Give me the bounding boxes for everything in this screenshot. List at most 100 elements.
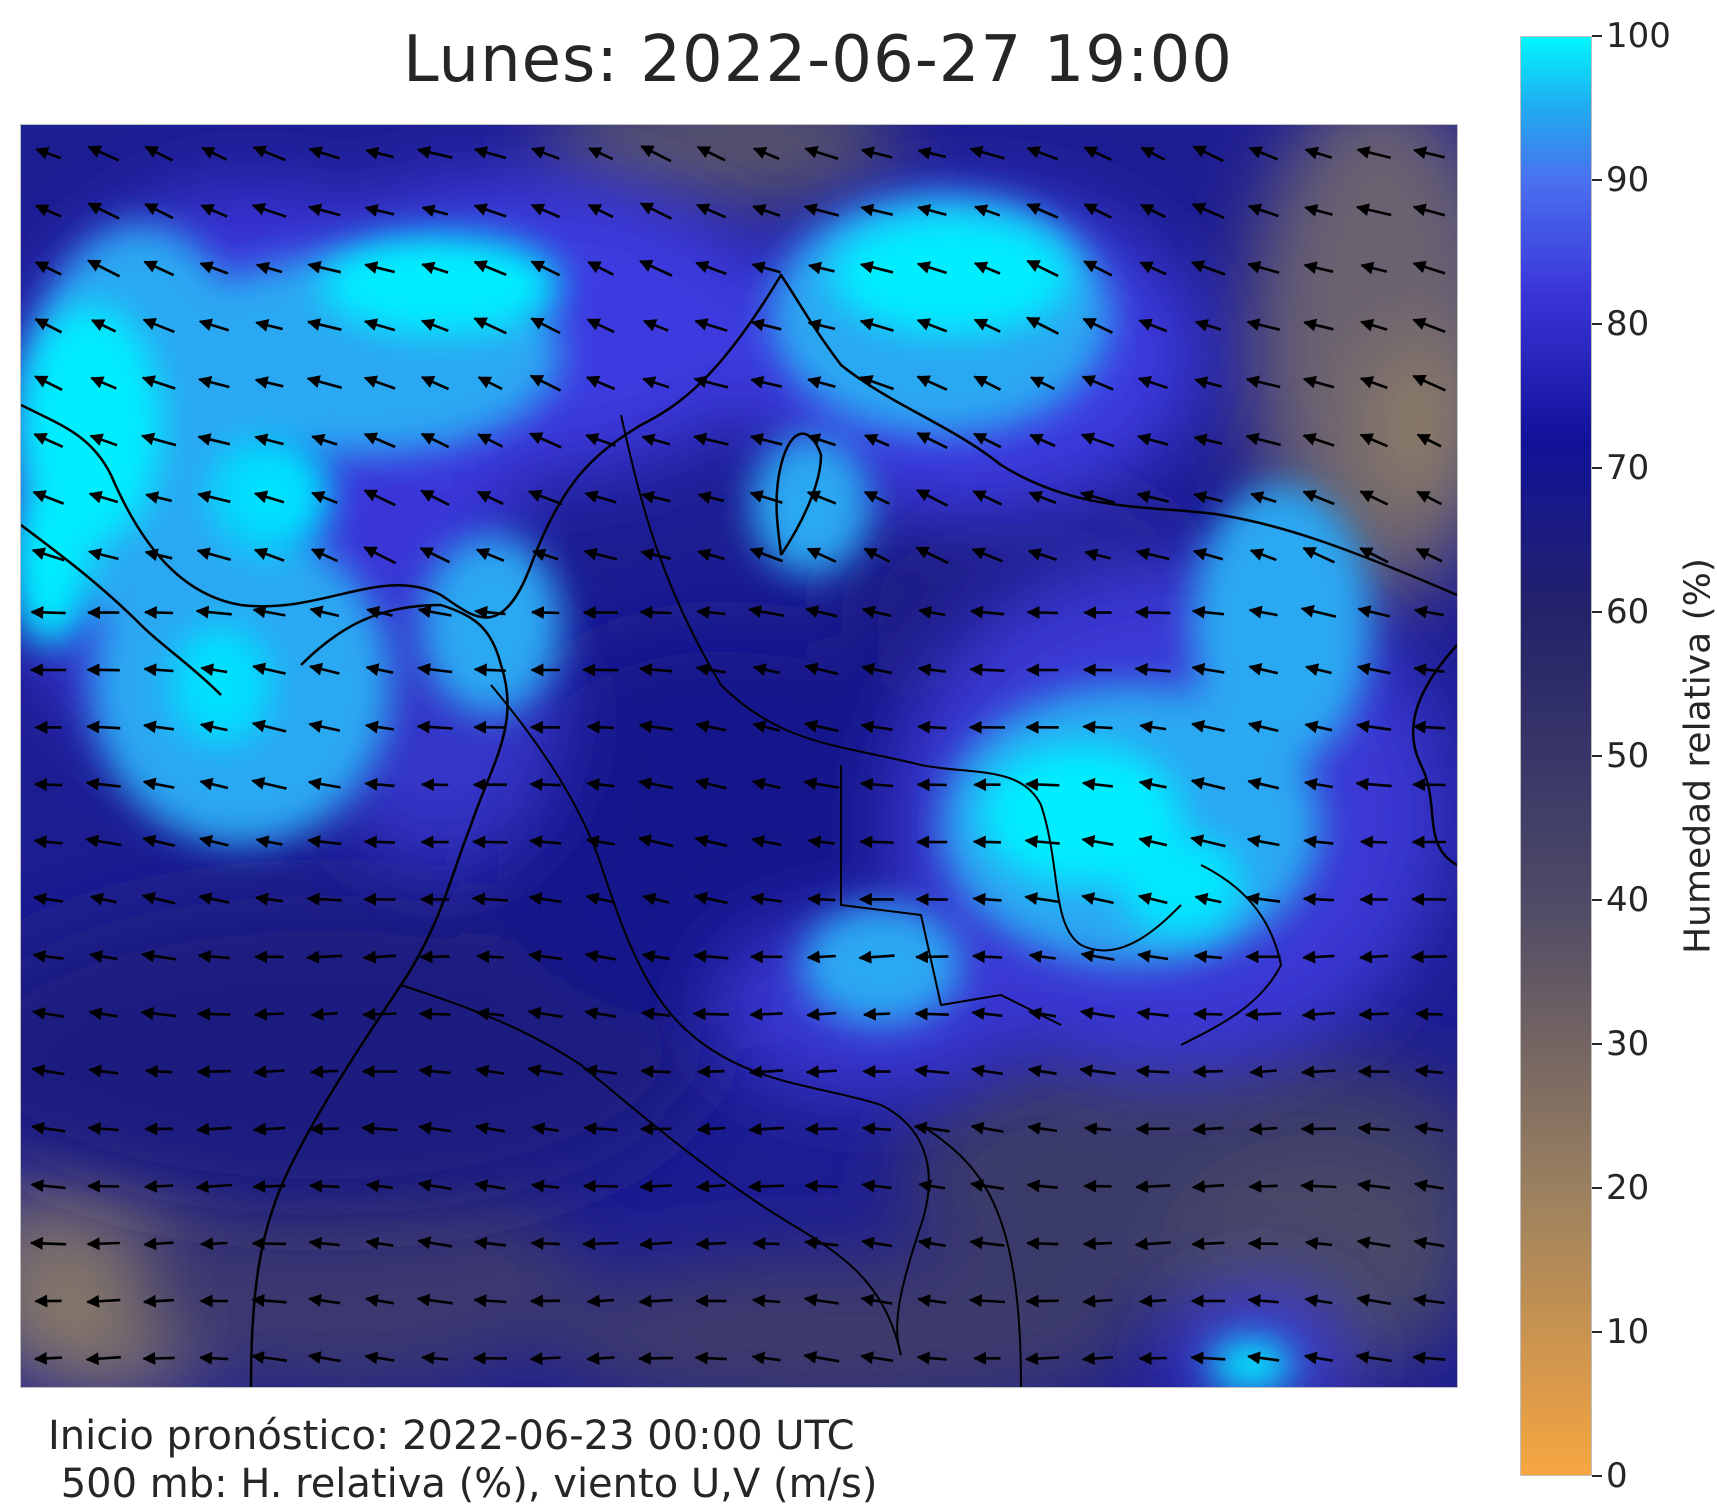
colorbar-tick xyxy=(1592,755,1602,757)
wind-arrow xyxy=(1360,1014,1389,1015)
colorbar-tick-label: 60 xyxy=(1606,595,1649,629)
wind-arrow xyxy=(861,842,894,843)
wind-arrow xyxy=(1193,1243,1225,1245)
wind-arrow xyxy=(1246,1013,1281,1015)
wind-arrow xyxy=(145,1186,173,1187)
wind-arrow xyxy=(420,1014,450,1015)
wind-arrow xyxy=(588,1300,614,1302)
wind-arrow xyxy=(365,842,395,843)
wind-arrow xyxy=(144,1300,174,1302)
wind-arrow xyxy=(974,842,1001,843)
wind-arrow xyxy=(1413,784,1445,785)
footer-caption: Inicio pronóstico: 2022-06-23 00:00 UTC … xyxy=(48,1412,877,1508)
wind-arrow xyxy=(1251,1071,1277,1073)
wind-arrow xyxy=(146,1071,172,1072)
map-title: Lunes: 2022-06-27 19:00 xyxy=(0,28,1636,92)
colorbar xyxy=(1520,36,1592,1476)
wind-arrow xyxy=(255,1014,284,1015)
colorbar-tick-label: 70 xyxy=(1606,451,1649,485)
colorbar-tick xyxy=(1592,899,1602,901)
wind-arrow xyxy=(145,612,173,613)
wind-arrow xyxy=(1250,1128,1277,1130)
wind-arrow xyxy=(531,784,561,785)
map-panel[interactable] xyxy=(20,124,1458,1388)
wind-arrow xyxy=(916,956,948,957)
colorbar-tick xyxy=(1592,323,1602,325)
colorbar-tick xyxy=(1592,35,1602,37)
wind-arrow xyxy=(807,1071,837,1073)
wind-arrow xyxy=(751,1013,783,1014)
wind-arrow xyxy=(583,670,618,671)
wind-arrow xyxy=(144,1358,175,1359)
wind-arrow xyxy=(1303,956,1334,958)
colorbar-tick-label: 50 xyxy=(1606,739,1649,773)
wind-arrow xyxy=(1140,1300,1166,1302)
wind-arrow xyxy=(32,612,66,613)
colorbar-tick-label: 40 xyxy=(1606,883,1649,917)
wind-arrow xyxy=(1412,956,1447,957)
wind-arrow xyxy=(1416,1014,1442,1015)
wind-arrow xyxy=(31,1243,66,1244)
wind-arrow xyxy=(918,784,947,785)
wind-arrow xyxy=(696,1357,727,1359)
wind-arrow xyxy=(1136,1185,1170,1187)
wind-arrow xyxy=(88,1186,119,1187)
wind-arrow xyxy=(475,669,506,670)
colorbar-tick-label: 0 xyxy=(1606,1459,1628,1493)
wind-arrow xyxy=(1250,1186,1278,1187)
colorbar-tick-label: 30 xyxy=(1606,1027,1649,1061)
colorbar-label: Humedad relativa (%) xyxy=(1678,558,1717,954)
wind-arrow xyxy=(474,842,508,843)
wind-arrow xyxy=(583,1243,618,1244)
forecast-start-text: Inicio pronóstico: 2022-06-23 00:00 UTC xyxy=(48,1412,877,1460)
wind-arrow xyxy=(532,612,559,613)
wind-arrow xyxy=(1084,727,1113,729)
wind-arrow xyxy=(421,956,450,957)
wind-arrow xyxy=(422,784,448,785)
wind-arrow xyxy=(588,727,614,728)
variable-description-text: 500 mb: H. relativa (%), viento U,V (m/s… xyxy=(48,1460,877,1508)
wind-arrow xyxy=(1195,1014,1223,1015)
wind-arrow xyxy=(364,1014,397,1015)
wind-arrow xyxy=(308,899,342,901)
wind-arrow xyxy=(198,1071,231,1072)
wind-arrow xyxy=(1084,1243,1112,1244)
wind-arrow xyxy=(531,1301,560,1302)
wind-arrow xyxy=(1137,1071,1169,1073)
wind-arrow xyxy=(1027,1243,1058,1244)
wind-arrow xyxy=(88,670,120,671)
wind-arrow xyxy=(697,1243,726,1244)
wind-arrow xyxy=(532,1243,560,1244)
wind-arrow xyxy=(754,1243,780,1244)
colorbar-tick xyxy=(1592,1331,1602,1333)
colorbar-tick xyxy=(1592,1187,1602,1189)
wind-arrow xyxy=(864,1014,890,1015)
wind-arrow xyxy=(1140,1358,1167,1359)
colorbar-tick xyxy=(1592,1475,1602,1477)
wind-arrow xyxy=(916,1014,949,1015)
wind-arrow xyxy=(642,1071,671,1072)
wind-arrow xyxy=(531,1358,561,1360)
wind-arrow xyxy=(1026,784,1059,785)
wind-arrow xyxy=(698,1128,725,1130)
wind-arrow xyxy=(1028,612,1058,613)
wind-arrow xyxy=(478,956,504,957)
humidity-map[interactable] xyxy=(21,125,1457,1387)
colorbar-tick xyxy=(1592,467,1602,469)
wind-arrow xyxy=(808,956,836,958)
wind-arrow xyxy=(694,1014,729,1015)
wind-arrow xyxy=(253,1243,286,1244)
colorbar-tick xyxy=(1592,179,1602,181)
colorbar-tick xyxy=(1592,611,1602,613)
wind-arrow xyxy=(1249,1243,1278,1244)
wind-arrow xyxy=(201,1243,227,1244)
wind-arrow xyxy=(639,1358,673,1359)
wind-arrow xyxy=(312,1013,338,1015)
wind-arrow xyxy=(200,1358,228,1360)
wind-arrow xyxy=(1301,1185,1336,1187)
wind-arrow xyxy=(198,1014,230,1015)
colorbar-tick-label: 90 xyxy=(1606,163,1649,197)
wind-arrow xyxy=(749,1186,784,1187)
wind-arrow xyxy=(918,726,946,728)
colorbar-tick-label: 100 xyxy=(1606,19,1671,53)
